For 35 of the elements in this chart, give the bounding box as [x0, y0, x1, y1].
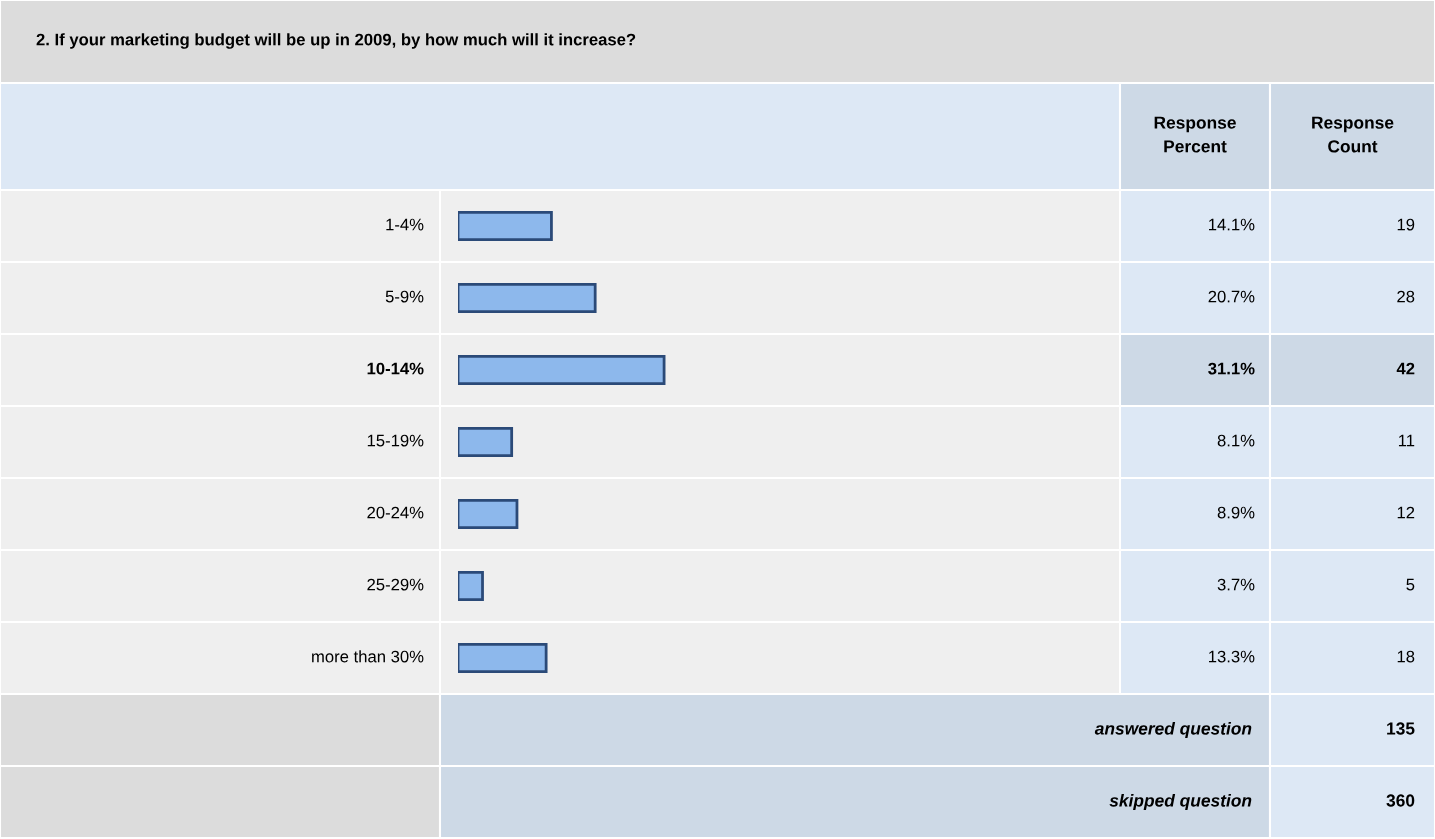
- data-label: 13.3%: [1209, 650, 1255, 663]
- text: skipped question: [1109, 793, 1252, 811]
- y-tick-label: 5-9%: [385, 290, 424, 303]
- data-label: 8.1%: [1217, 434, 1255, 447]
- bar: [458, 498, 519, 530]
- chart-title: 2. If your marketing budget will be up in 2009, by how much will it increase?: [36, 33, 636, 49]
- text: 360: [1386, 794, 1415, 807]
- data-label: 3.7%: [1217, 578, 1255, 591]
- text: 135: [1387, 722, 1415, 735]
- bar: [458, 354, 666, 386]
- y-tick-label: 25-29%: [367, 578, 424, 591]
- y-tick-label: 10-14%: [367, 362, 424, 375]
- bar: [458, 426, 514, 458]
- bar: [458, 642, 548, 674]
- data-label: 8.9%: [1217, 506, 1255, 519]
- data-label: 14.1%: [1209, 218, 1255, 231]
- text: 42: [1396, 362, 1415, 375]
- text: 5: [1406, 578, 1415, 591]
- data-label: 20.7%: [1208, 290, 1255, 303]
- bar: [458, 570, 484, 602]
- text: 18: [1397, 650, 1415, 663]
- data-label: 31.1%: [1208, 362, 1255, 375]
- y-tick-label: 1-4%: [386, 218, 424, 231]
- text: 11: [1398, 434, 1415, 447]
- text: 12: [1397, 506, 1415, 519]
- text: Response Percent: [1154, 116, 1236, 153]
- text: 28: [1397, 290, 1415, 303]
- text: answered question: [1094, 721, 1252, 739]
- text: 19: [1397, 218, 1415, 231]
- bar: [458, 282, 597, 314]
- bar: [458, 210, 553, 242]
- y-tick-label: 15-19%: [367, 434, 424, 447]
- y-tick-label: 20-24%: [367, 506, 424, 519]
- y-tick-label: more than 30%: [312, 650, 424, 663]
- text: Response Count: [1312, 116, 1394, 153]
